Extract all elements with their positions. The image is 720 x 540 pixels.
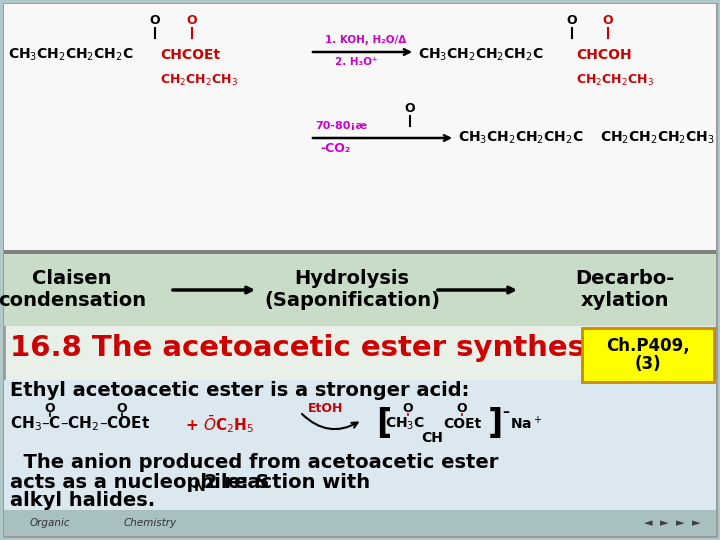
Text: O: O xyxy=(186,14,197,26)
Text: CH$_3$CH$_2$CH$_2$CH$_2$C: CH$_3$CH$_2$CH$_2$CH$_2$C xyxy=(458,130,583,146)
Text: Organic: Organic xyxy=(30,518,71,528)
Text: O: O xyxy=(117,402,127,415)
Text: CH$_2$CH$_2$CH$_3$: CH$_2$CH$_2$CH$_3$ xyxy=(576,72,654,87)
Text: ►: ► xyxy=(692,518,701,528)
Text: acts as a nucleophile: S: acts as a nucleophile: S xyxy=(10,472,269,491)
Text: Decarbo-
xylation: Decarbo- xylation xyxy=(575,269,675,310)
Text: CHCOH: CHCOH xyxy=(576,48,631,62)
Text: ]: ] xyxy=(488,408,503,441)
Text: Ch.P409,: Ch.P409, xyxy=(606,337,690,355)
Text: Chemistry: Chemistry xyxy=(123,518,176,528)
Bar xyxy=(582,328,714,382)
Bar xyxy=(4,4,716,252)
Text: CHCOEt: CHCOEt xyxy=(160,48,220,62)
Text: O: O xyxy=(567,14,577,26)
Bar xyxy=(4,250,716,254)
Text: 16.8 The acetoacetic ester synthesis: 16.8 The acetoacetic ester synthesis xyxy=(10,334,613,362)
Text: -CO₂: -CO₂ xyxy=(320,141,350,154)
Text: ►: ► xyxy=(660,518,668,528)
Text: CH$_2$CH$_2$CH$_3$: CH$_2$CH$_2$CH$_3$ xyxy=(160,72,238,87)
Text: O: O xyxy=(402,402,413,415)
Text: EtOH: EtOH xyxy=(308,402,343,415)
Text: CH: CH xyxy=(421,431,443,445)
Text: CH$_2$CH$_2$CH$_2$CH$_3$: CH$_2$CH$_2$CH$_2$CH$_3$ xyxy=(600,130,715,146)
Text: alkyl halides.: alkyl halides. xyxy=(10,490,155,510)
Text: CH$_3$CH$_2$CH$_2$CH$_2$C: CH$_3$CH$_2$CH$_2$CH$_2$C xyxy=(8,47,133,63)
Bar xyxy=(4,380,716,532)
Text: ◄: ◄ xyxy=(644,518,652,528)
Text: N: N xyxy=(194,480,206,494)
Text: Ethyl acetoacetic ester is a stronger acid:: Ethyl acetoacetic ester is a stronger ac… xyxy=(10,381,469,400)
Text: 70-80¡æ: 70-80¡æ xyxy=(315,121,367,131)
Text: The anion produced from acetoacetic ester: The anion produced from acetoacetic este… xyxy=(10,453,498,471)
Text: COEt: COEt xyxy=(443,417,481,431)
Text: O: O xyxy=(150,14,161,26)
Text: Hydrolysis
(Saponification): Hydrolysis (Saponification) xyxy=(264,269,440,310)
Text: CH$_3$C: CH$_3$C xyxy=(385,416,425,432)
Text: O: O xyxy=(45,402,55,415)
Text: O: O xyxy=(603,14,613,26)
Bar xyxy=(4,510,716,536)
Text: Na$^+$: Na$^+$ xyxy=(510,415,542,433)
Text: (3): (3) xyxy=(635,355,661,373)
Text: O: O xyxy=(456,402,467,415)
Text: 2. H₃O⁺: 2. H₃O⁺ xyxy=(335,57,377,67)
Bar xyxy=(4,254,716,326)
Text: CH$_3$–C–CH$_2$–COEt: CH$_3$–C–CH$_2$–COEt xyxy=(10,415,150,433)
Text: Claisen
condensation: Claisen condensation xyxy=(0,269,146,310)
Text: O: O xyxy=(405,102,415,114)
Text: –: – xyxy=(502,405,509,419)
Text: ►: ► xyxy=(676,518,684,528)
Text: + $\bar{O}$C$_2$H$_5$: + $\bar{O}$C$_2$H$_5$ xyxy=(185,413,254,435)
Text: 1. KOH, H₂O/Δ: 1. KOH, H₂O/Δ xyxy=(325,35,406,45)
Text: 2 reaction with: 2 reaction with xyxy=(204,472,370,491)
Text: [: [ xyxy=(376,408,391,441)
Text: CH$_3$CH$_2$CH$_2$CH$_2$C: CH$_3$CH$_2$CH$_2$CH$_2$C xyxy=(418,47,544,63)
